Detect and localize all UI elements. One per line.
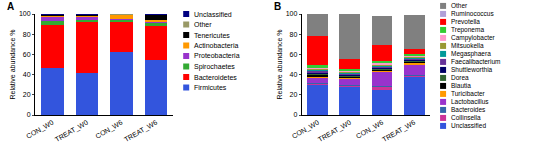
svg-text:Proteobacteria: Proteobacteria bbox=[194, 52, 240, 59]
svg-text:Bacteroidetes: Bacteroidetes bbox=[194, 74, 237, 81]
svg-text:Treponema: Treponema bbox=[451, 26, 484, 34]
svg-text:TREAT_W6: TREAT_W6 bbox=[381, 119, 417, 144]
svg-text:Unclassified: Unclassified bbox=[451, 122, 486, 129]
svg-text:TREAT_W6: TREAT_W6 bbox=[123, 119, 159, 144]
svg-text:B: B bbox=[274, 1, 281, 12]
svg-text:Prevotella: Prevotella bbox=[451, 18, 480, 25]
svg-text:40: 40 bbox=[290, 71, 298, 78]
svg-text:A: A bbox=[7, 1, 14, 12]
svg-text:80: 80 bbox=[23, 31, 31, 38]
svg-text:20: 20 bbox=[23, 91, 31, 98]
svg-text:Turicibacter: Turicibacter bbox=[451, 90, 486, 97]
svg-text:Other: Other bbox=[194, 21, 212, 28]
svg-text:CON_W6: CON_W6 bbox=[94, 119, 124, 141]
svg-text:0: 0 bbox=[27, 111, 31, 118]
svg-text:Unclassified: Unclassified bbox=[194, 11, 232, 18]
svg-text:Relative abundance %: Relative abundance % bbox=[9, 29, 16, 99]
svg-text:20: 20 bbox=[290, 91, 298, 98]
svg-text:Firmicutes: Firmicutes bbox=[194, 84, 227, 91]
svg-text:Spirochaetes: Spirochaetes bbox=[194, 63, 235, 71]
svg-text:40: 40 bbox=[23, 71, 31, 78]
svg-text:Other: Other bbox=[451, 2, 468, 9]
svg-text:Lactobacillus: Lactobacillus bbox=[451, 98, 489, 105]
svg-text:CON_W0: CON_W0 bbox=[291, 119, 321, 141]
svg-text:80: 80 bbox=[290, 31, 298, 38]
svg-text:0: 0 bbox=[293, 111, 297, 118]
svg-text:100: 100 bbox=[286, 10, 298, 17]
svg-text:TREAT_W0: TREAT_W0 bbox=[317, 119, 353, 144]
svg-text:Tenericutes: Tenericutes bbox=[194, 32, 230, 39]
svg-text:60: 60 bbox=[290, 51, 298, 58]
svg-text:CON_W0: CON_W0 bbox=[25, 119, 55, 141]
svg-text:Ruminococcus: Ruminococcus bbox=[451, 10, 494, 17]
svg-text:Shuttleworthia: Shuttleworthia bbox=[451, 66, 493, 73]
svg-text:Relative abundance %: Relative abundance % bbox=[276, 29, 283, 99]
svg-text:Faecalibacterium: Faecalibacterium bbox=[451, 58, 501, 65]
svg-text:Mitsuokella: Mitsuokella bbox=[451, 42, 484, 49]
svg-text:CON_W6: CON_W6 bbox=[355, 119, 385, 141]
svg-text:Megasphaera: Megasphaera bbox=[451, 50, 491, 58]
svg-text:Blautia: Blautia bbox=[451, 82, 471, 89]
svg-text:60: 60 bbox=[23, 51, 31, 58]
svg-text:Campylobacter: Campylobacter bbox=[451, 34, 496, 42]
svg-text:TREAT_W0: TREAT_W0 bbox=[54, 119, 90, 144]
svg-text:Collinsella: Collinsella bbox=[451, 114, 481, 121]
svg-text:Bacteroides: Bacteroides bbox=[451, 106, 486, 113]
svg-text:Actinobacteria: Actinobacteria bbox=[194, 42, 238, 49]
svg-text:Dorea: Dorea bbox=[451, 74, 469, 81]
svg-text:100: 100 bbox=[19, 10, 31, 17]
